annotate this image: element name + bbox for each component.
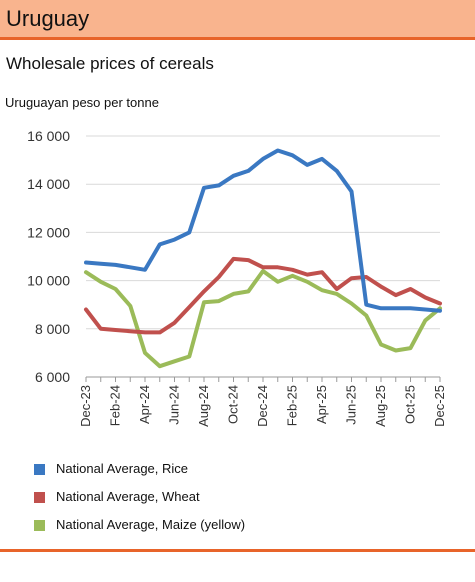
y-axis-unit-label: Uruguayan peso per tonne <box>5 95 159 110</box>
series-line-national-average-maize-yellow <box>84 269 442 369</box>
x-tick-label: Aug-25 <box>373 385 388 427</box>
y-tick-label: 8 000 <box>35 321 70 337</box>
chart-title: Wholesale prices of cereals <box>6 54 214 73</box>
legend-label: National Average, Wheat <box>56 489 200 504</box>
x-tick-label: Oct-24 <box>226 385 241 424</box>
x-tick-label: Apr-25 <box>314 385 329 424</box>
legend-swatch <box>34 520 45 531</box>
x-tick-label: Dec-24 <box>255 385 270 427</box>
series-line-national-average-rice <box>84 148 442 313</box>
y-tick-label: 14 000 <box>27 176 70 192</box>
country-header: Uruguay <box>0 0 475 40</box>
line-chart: 6 000 8 000 10 000 12 000 14 000 16 000 Dec-23… <box>27 128 447 427</box>
y-tick-label: 12 000 <box>27 224 70 240</box>
footer-divider <box>0 549 475 552</box>
legend-label: National Average, Maize (yellow) <box>56 517 246 532</box>
x-tick-label: Oct-25 <box>403 385 418 424</box>
y-tick-label: 16 000 <box>27 128 70 144</box>
x-tick-label: Dec-25 <box>432 385 447 427</box>
x-tick-label: Apr-24 <box>137 385 152 424</box>
x-tick-label: Feb-25 <box>285 385 300 426</box>
legend-swatch <box>34 492 45 503</box>
x-tick-label: Feb-24 <box>108 385 123 426</box>
legend-label: National Average, Rice <box>56 461 189 476</box>
legend-swatch <box>34 464 45 475</box>
x-tick-label: Dec-23 <box>78 385 93 427</box>
x-tick-label: Jun-25 <box>344 385 359 425</box>
x-tick-label: Jun-24 <box>167 385 182 425</box>
country-title: Uruguay <box>6 6 90 31</box>
x-tick-label: Aug-24 <box>196 385 211 427</box>
y-tick-label: 10 000 <box>27 273 70 289</box>
series-line-national-average-wheat <box>84 256 442 335</box>
y-tick-label: 6 000 <box>35 369 70 385</box>
